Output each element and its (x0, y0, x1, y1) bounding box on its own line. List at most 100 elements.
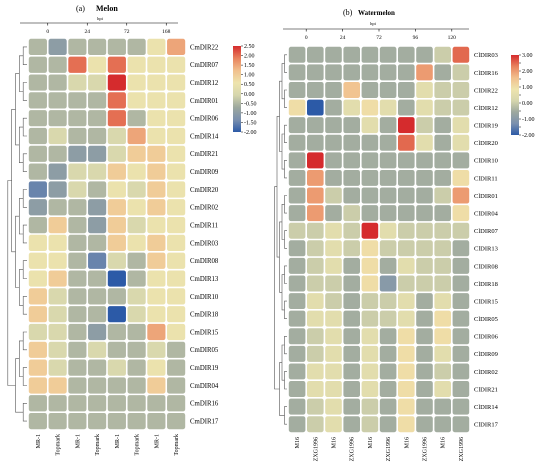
panel-a-legend-bar (233, 46, 241, 132)
heatmap-cell (28, 323, 47, 341)
row-label: CmDIR11 (190, 222, 218, 229)
heatmap-cell (48, 377, 67, 394)
heatmap-cell (28, 216, 47, 234)
heatmap-cell (398, 46, 415, 63)
heatmap-cell (379, 275, 397, 292)
heatmap-cell (343, 64, 360, 81)
heatmap-cell (147, 306, 166, 323)
heatmap-cell (28, 145, 47, 162)
heatmap-cell (325, 205, 342, 222)
heatmap-cell (167, 341, 186, 358)
heatmap-cell (68, 341, 87, 358)
heatmap-cell (167, 234, 186, 252)
heatmap-cell (28, 288, 47, 305)
heatmap-cell (28, 306, 47, 323)
heatmap-cell (398, 81, 415, 98)
heatmap-cell (28, 359, 47, 376)
row-label: ClDIR03 (474, 52, 498, 59)
heatmap-cell (452, 117, 470, 134)
heatmap-cell (68, 199, 87, 216)
heatmap-cell (325, 64, 342, 81)
heatmap-cell (288, 64, 306, 81)
row-label: ClDIR22 (474, 87, 498, 94)
heatmap-cell (288, 416, 306, 433)
row-label: CmDIR19 (190, 365, 219, 372)
heatmap-cell (48, 199, 67, 216)
heatmap-cell (452, 64, 470, 81)
heatmap-cell (343, 187, 360, 204)
heatmap-cell (307, 187, 324, 204)
heatmap-cell (167, 110, 186, 127)
heatmap-cell (361, 169, 379, 186)
heatmap-cell (398, 363, 415, 380)
heatmap-cell (343, 275, 360, 292)
dendrogram-branch (15, 215, 20, 288)
legend-tick-label: 1.00 (522, 85, 533, 91)
column-label: M16 (332, 437, 338, 448)
heatmap-cell (416, 117, 433, 134)
heatmap-cell (379, 328, 397, 345)
panel-b-label: (b) (343, 8, 353, 17)
heatmap-cell (452, 169, 470, 186)
heatmap-cell (28, 412, 47, 430)
heatmap-cell (452, 257, 470, 274)
heatmap-cell (88, 110, 107, 127)
heatmap-cell (379, 205, 397, 222)
column-label: ZXG1996 (423, 437, 429, 461)
heatmap-cell (127, 359, 146, 376)
heatmap-cell (68, 163, 87, 180)
heatmap-cell (88, 216, 107, 234)
heatmap-cell (28, 395, 47, 412)
heatmap-cell (88, 234, 107, 252)
heatmap-cell (452, 416, 470, 433)
heatmap-cell (147, 110, 166, 127)
heatmap-cell (434, 310, 451, 327)
heatmap-cell (416, 416, 433, 433)
heatmap-cell (107, 74, 126, 91)
dendrogram-branch (19, 55, 24, 92)
row-label: ClDIR07 (474, 228, 499, 235)
dendrogram-branch (22, 153, 27, 172)
heatmap-cell (147, 216, 166, 234)
heatmap-cell (48, 74, 67, 91)
heatmap-cell (416, 345, 433, 362)
heatmap-cell (416, 222, 433, 239)
heatmap-cell (28, 181, 47, 198)
heatmap-cell (127, 110, 146, 127)
heatmap-cell (434, 381, 451, 398)
row-label: CmDIR16 (190, 401, 219, 408)
column-label: ZXG1996 (313, 437, 319, 461)
heatmap-cell (307, 363, 324, 380)
heatmap-cell (416, 205, 433, 222)
heatmap-cell (325, 345, 342, 362)
row-label: CmDIR12 (190, 80, 219, 87)
heatmap-cell (68, 92, 87, 109)
panel-a-dendrogram (7, 46, 27, 422)
dendrogram-branch (19, 198, 24, 235)
heatmap-cell (48, 252, 67, 269)
heatmap-cell (343, 257, 360, 274)
heatmap-cell (107, 395, 126, 412)
heatmap-cell (307, 381, 324, 398)
legend-tick-label: 0.50 (244, 82, 255, 88)
row-label: CmDIR20 (190, 187, 219, 194)
dendrogram-branch (284, 336, 287, 355)
heatmap-cell (48, 127, 67, 145)
heatmap-cell (167, 252, 186, 269)
heatmap-cell (288, 275, 306, 292)
row-label: ClDIR14 (474, 404, 499, 411)
row-label: CmDIR05 (190, 347, 219, 354)
heatmap-cell (48, 234, 67, 252)
heatmap-cell (88, 38, 107, 56)
panel-a-title: Melon (96, 4, 118, 13)
panel-b-cells (288, 46, 470, 433)
heatmap-cell (68, 74, 87, 91)
heatmap-cell (434, 416, 451, 433)
heatmap-cell (167, 181, 186, 198)
heatmap-cell (325, 257, 342, 274)
panel-a-cells (28, 38, 186, 430)
heatmap-cell (147, 74, 166, 91)
timepoint-label: 24 (85, 29, 91, 35)
column-label: ZXG1996 (459, 437, 465, 461)
heatmap-cell (416, 328, 433, 345)
